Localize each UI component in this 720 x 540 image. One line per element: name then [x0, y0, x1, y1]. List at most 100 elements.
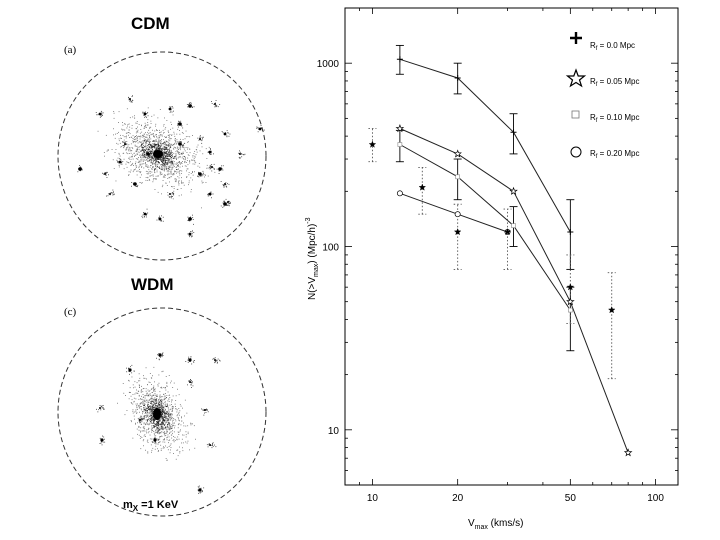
- halo-particle: [171, 173, 173, 175]
- halo-particle: [170, 146, 172, 148]
- x-tick-label: 20: [452, 493, 464, 504]
- halo-particle: [139, 385, 140, 387]
- halo-particle: [153, 136, 155, 138]
- halo-particle: [147, 124, 149, 126]
- halo-particle: [202, 173, 204, 175]
- halo-particle: [153, 158, 154, 160]
- halo-particle: [151, 411, 153, 413]
- halo-particle: [176, 162, 178, 164]
- halo-particle: [201, 139, 203, 141]
- halo-particle: [163, 167, 165, 169]
- halo-particle: [162, 370, 164, 372]
- halo-particle: [161, 159, 163, 161]
- halo-particle: [161, 169, 163, 171]
- halo-particle: [155, 402, 157, 404]
- halo-particle: [208, 444, 210, 446]
- halo-particle: [164, 387, 166, 389]
- halo-particle: [151, 416, 153, 418]
- halo-particle: [161, 418, 163, 419]
- halo-particle: [174, 142, 175, 144]
- halo-particle: [163, 407, 165, 409]
- halo-particle: [147, 151, 148, 153]
- halo-particle: [164, 413, 166, 415]
- halo-particle: [150, 394, 151, 396]
- halo-particle: [134, 117, 135, 119]
- halo-core: [258, 127, 262, 131]
- halo-particle: [135, 167, 137, 168]
- halo-particle: [201, 146, 203, 148]
- halo-particle: [120, 146, 122, 148]
- halo-particle: [105, 173, 107, 174]
- halo-particle: [160, 423, 162, 425]
- halo-particle: [142, 136, 144, 138]
- halo-particle: [149, 156, 151, 158]
- halo-particle: [147, 402, 149, 404]
- halo-particle: [147, 176, 149, 178]
- halo-particle: [171, 401, 172, 403]
- halo-particle: [151, 157, 153, 159]
- halo-particle: [138, 148, 140, 150]
- halo-particle: [138, 420, 140, 422]
- halo-particle: [176, 169, 177, 170]
- halo-particle: [206, 408, 207, 410]
- halo-particle: [180, 153, 182, 155]
- halo-particle: [192, 179, 193, 181]
- halo-particle: [162, 159, 164, 160]
- halo-particle: [198, 492, 199, 494]
- halo-particle: [143, 423, 145, 425]
- halo-particle: [151, 398, 153, 399]
- halo-particle: [165, 404, 166, 406]
- halo-particle: [170, 380, 172, 382]
- halo-particle: [138, 157, 139, 158]
- halo-particle: [190, 216, 191, 218]
- halo-particle: [138, 406, 140, 407]
- halo-particle: [167, 154, 169, 155]
- halo-particle: [192, 172, 193, 173]
- halo-particle: [154, 136, 155, 138]
- halo-particle: [151, 406, 153, 407]
- halo-particle: [150, 389, 152, 390]
- halo-particle: [184, 161, 186, 163]
- halo-particle: [130, 169, 132, 171]
- halo-particle: [154, 391, 156, 392]
- halo-particle: [139, 411, 140, 413]
- halo-particle: [163, 124, 165, 125]
- halo-particle: [161, 157, 163, 159]
- halo-particle: [161, 162, 163, 164]
- halo-particle: [145, 146, 147, 148]
- halo-particle: [154, 431, 156, 433]
- halo-particle: [166, 170, 168, 172]
- halo-particle: [152, 418, 154, 420]
- halo-particle: [162, 220, 164, 222]
- halo-particle: [162, 427, 163, 429]
- halo-particle: [169, 425, 171, 427]
- halo-particle: [162, 160, 164, 162]
- halo-particle: [147, 420, 149, 422]
- marker-plus: [396, 56, 403, 63]
- halo-particle: [168, 436, 170, 438]
- halo-particle: [104, 438, 105, 440]
- halo-particle: [164, 397, 166, 399]
- halo-particle: [142, 397, 144, 398]
- halo-particle: [188, 182, 190, 184]
- halo-particle: [153, 403, 155, 405]
- halo-particle: [139, 387, 140, 388]
- halo-particle: [142, 149, 144, 151]
- halo-particle: [159, 403, 160, 405]
- halo-particle: [139, 164, 141, 166]
- halo-particle: [168, 440, 170, 441]
- halo-particle: [207, 175, 209, 177]
- halo-particle: [167, 152, 169, 154]
- mass-subscript: X: [132, 504, 139, 514]
- halo-particle: [131, 372, 133, 374]
- halo-particle: [187, 141, 189, 142]
- halo-particle: [126, 410, 128, 411]
- halo-particle: [162, 168, 164, 170]
- halo-particle: [173, 436, 174, 437]
- halo-particle: [210, 191, 212, 193]
- halo-particle: [179, 451, 181, 452]
- halo-particle: [142, 399, 144, 401]
- halo-particle: [148, 405, 150, 407]
- halo-particle: [143, 145, 144, 146]
- halo-particle: [138, 146, 140, 148]
